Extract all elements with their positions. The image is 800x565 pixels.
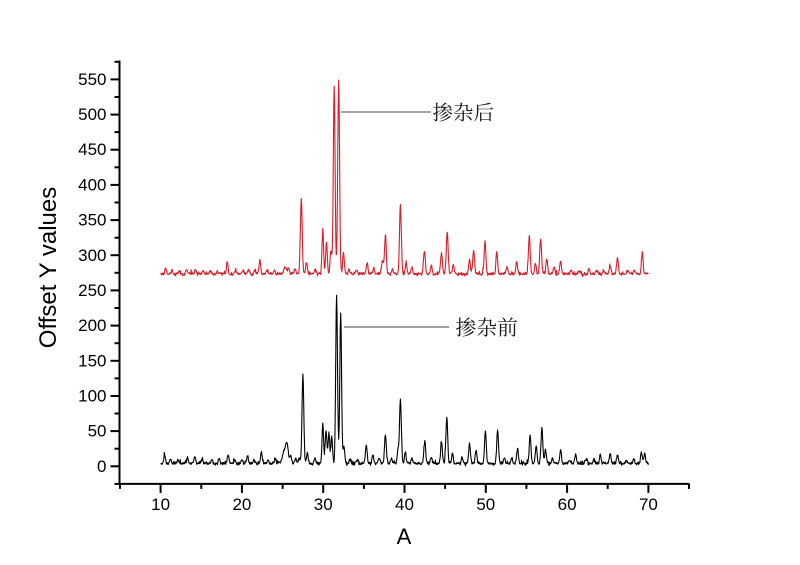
svg-text:300: 300 [78,246,106,265]
svg-text:60: 60 [558,495,577,514]
svg-text:250: 250 [78,281,106,300]
svg-text:500: 500 [78,105,106,124]
svg-text:30: 30 [314,495,333,514]
svg-text:10: 10 [151,495,170,514]
svg-text:400: 400 [78,175,106,194]
svg-text:70: 70 [639,495,658,514]
svg-text:50: 50 [476,495,495,514]
svg-text:40: 40 [395,495,414,514]
svg-text:50: 50 [88,422,107,441]
svg-text:150: 150 [78,351,106,370]
svg-text:200: 200 [78,316,106,335]
svg-text:450: 450 [78,140,106,159]
svg-text:100: 100 [78,387,106,406]
svg-text:0: 0 [97,457,106,476]
svg-text:20: 20 [232,495,251,514]
svg-text:550: 550 [78,70,106,89]
svg-text:350: 350 [78,211,106,230]
svg-text:A: A [397,524,412,549]
svg-text:Offset Y values: Offset Y values [35,187,62,348]
